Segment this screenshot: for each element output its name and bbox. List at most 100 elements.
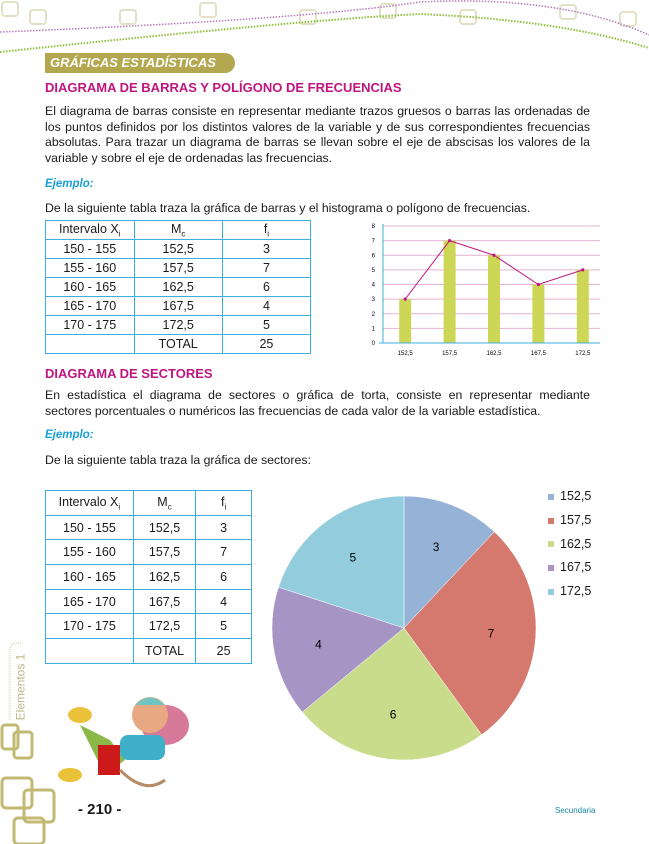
table-row: 150 - 155 152,5 3	[45, 514, 252, 541]
pie-data-label: 4	[315, 637, 322, 651]
total-label: TOTAL	[132, 638, 197, 664]
table-cell: 162,5	[133, 277, 223, 297]
legend-label: 172,5	[560, 584, 592, 599]
section-tag: GRÁFICAS ESTADÍSTICAS	[45, 53, 235, 73]
legend-swatch	[548, 517, 554, 524]
table-cell: 170 - 175	[45, 315, 135, 335]
polygon-point	[581, 268, 585, 272]
legend-swatch	[548, 493, 554, 500]
table-cell	[45, 334, 135, 354]
table-row: 150 - 155 152,5 3	[45, 239, 312, 259]
legend-item: 167,5	[548, 560, 591, 574]
frequency-table-2: Intervalo Xi Mc fi 150 - 155 152,5 3 155 - 160…	[45, 490, 252, 664]
table-total-row: TOTAL 25	[45, 638, 252, 664]
table-row: 160 - 165 162,5 6	[45, 564, 252, 590]
column-header: Mc	[132, 490, 197, 516]
total-value: 25	[221, 334, 312, 354]
table-cell: 160 - 165	[45, 277, 135, 297]
page-number: - 210 -	[78, 801, 122, 818]
pie-example-label: Ejemplo:	[45, 429, 94, 441]
header-decoration	[0, 0, 649, 53]
y-tick-label: 6	[372, 253, 376, 259]
column-header: fi	[195, 490, 252, 516]
table-total-row: TOTAL 25	[45, 334, 312, 354]
table-cell: 155 - 160	[45, 258, 135, 278]
legend-item: 162,5	[548, 537, 591, 551]
y-tick-label: 2	[372, 312, 376, 318]
polygon-point	[403, 297, 407, 301]
polygon-point	[448, 239, 452, 243]
y-tick-label: 4	[372, 283, 376, 289]
footer-label: Secundaria	[555, 806, 596, 815]
legend-item: 172,5	[548, 584, 591, 598]
table-cell: 165 - 170	[45, 296, 135, 316]
table-cell: 157,5	[133, 258, 223, 278]
bar	[443, 240, 456, 343]
pie-slice	[403, 495, 495, 629]
sidebar-text: Elementos 1	[13, 653, 28, 721]
table-cell: 7	[221, 258, 312, 278]
legend-swatch	[548, 565, 554, 572]
table-cell: 155 - 160	[45, 539, 134, 566]
table-cell: 172,5	[132, 613, 197, 640]
table-cell: 162,5	[132, 564, 197, 590]
table-row: 155 - 160 157,5 7	[45, 258, 312, 278]
legend-label: 152,5	[560, 489, 592, 503]
legend-label: 162,5	[560, 536, 592, 551]
table-row: 170 - 175 172,5 5	[45, 613, 252, 640]
table-row: 160 - 165 162,5 6	[45, 277, 312, 297]
total-value: 25	[195, 638, 252, 664]
legend-label: 167,5	[560, 560, 592, 575]
table-cell: 152,5	[132, 514, 197, 541]
pie-slice	[271, 586, 405, 713]
table-cell: 152,5	[133, 239, 223, 259]
column-header: Intervalo Xi	[45, 220, 135, 240]
pie-data-label: 5	[349, 551, 356, 565]
table-cell: 4	[221, 296, 312, 316]
side-decoration	[0, 642, 56, 844]
table-row: 165 - 170 167,5 4	[45, 588, 252, 615]
pie-slice	[278, 495, 405, 629]
legend-label: 157,5	[560, 512, 592, 527]
pie-chart: 3 7 6 4 5	[271, 495, 537, 761]
table-cell: 160 - 165	[45, 564, 134, 590]
table-cell: 170 - 175	[45, 613, 134, 640]
table-cell: 3	[195, 514, 252, 541]
table-cell: 150 - 155	[45, 514, 134, 541]
frequency-table-1: Intervalo Xi Mc fi 150 - 155 152,5 3 155 - 160…	[45, 220, 312, 354]
table-cell: 6	[221, 277, 312, 297]
table-cell: 157,5	[132, 539, 197, 566]
y-tick-label: 8	[372, 224, 376, 230]
total-label: TOTAL	[133, 334, 223, 354]
pie-data-label: 7	[488, 626, 495, 640]
y-tick-label: 3	[372, 297, 376, 303]
legend-swatch	[548, 541, 554, 548]
x-tick-label: 167,5	[531, 351, 547, 357]
table-row: 155 - 160 157,5 7	[45, 539, 252, 566]
bar-chart: 0 1 2 3 4 5 6 7 8 152,5 157,5 162,5 167,5 172,5	[372, 224, 600, 357]
x-tick-label: 162,5	[486, 351, 502, 357]
table-cell: 167,5	[132, 588, 197, 615]
polygon-point	[492, 253, 496, 257]
pie-slice	[403, 531, 537, 736]
y-tick-label: 5	[372, 268, 376, 274]
pie-section-paragraph: En estadística el diagrama de sectores o…	[45, 388, 590, 418]
table-cell: 167,5	[133, 296, 223, 316]
bar-section-heading: DIAGRAMA DE BARRAS Y POLÍGONO DE FRECUEN…	[45, 80, 402, 95]
y-tick-label: 0	[372, 341, 376, 347]
polygon-point	[536, 282, 540, 287]
table-cell: 5	[195, 613, 252, 640]
column-header: Intervalo Xi	[45, 490, 134, 516]
x-tick-label: 157,5	[442, 351, 458, 357]
mascot-illustration	[58, 697, 189, 788]
table-header-row: Intervalo Xi Mc fi	[45, 220, 312, 240]
table-row: 170 - 175 172,5 5	[45, 315, 312, 335]
bar	[488, 255, 500, 343]
bar	[576, 269, 589, 343]
table-cell: 172,5	[133, 315, 223, 335]
table-cell: 6	[195, 564, 252, 590]
bar	[399, 299, 412, 343]
pie-slice	[301, 627, 482, 761]
y-tick-label: 1	[372, 326, 376, 332]
bar	[532, 284, 545, 343]
